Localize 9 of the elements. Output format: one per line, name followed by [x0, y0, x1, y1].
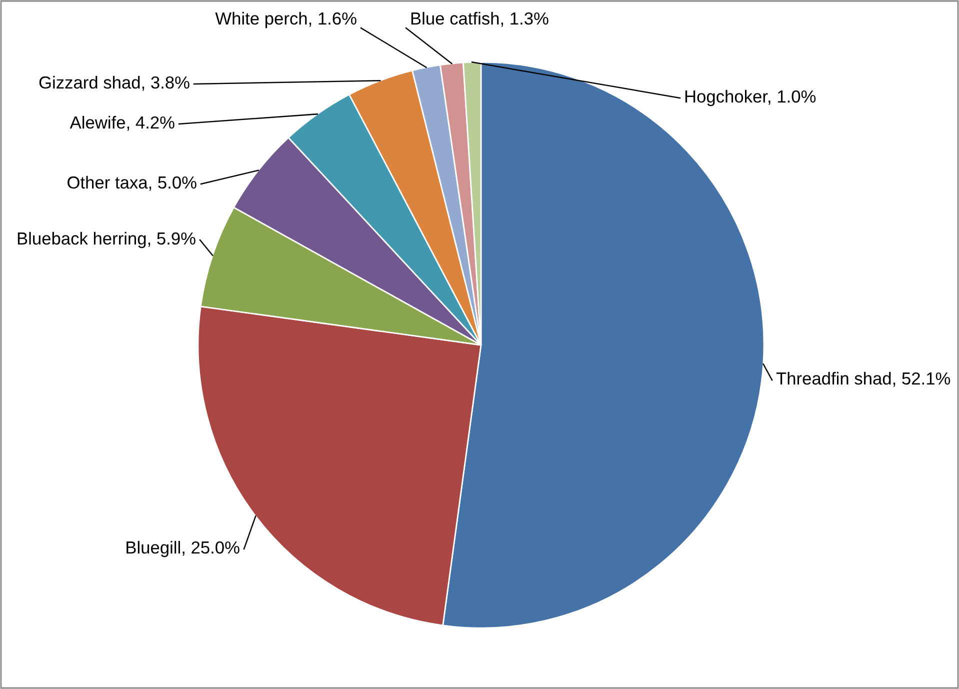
- slice-label: Blueback herring, 5.9%: [18, 232, 196, 248]
- slice-label: Hogchoker, 1.0%: [685, 90, 816, 106]
- slice-label: Threadfin shad, 52.1%: [776, 372, 950, 387]
- slice-label: Gizzard shad, 3.8%: [39, 76, 190, 91]
- slice-label: Blue catfish, 1.3%: [411, 12, 548, 27]
- slice-label: White perch, 1.6%: [215, 12, 356, 28]
- slice-label: Alewife, 4.2%: [70, 116, 174, 131]
- slice-label: Other taxa, 5.0%: [68, 176, 196, 191]
- slice-label: Bluegill, 25.0%: [126, 540, 240, 558]
